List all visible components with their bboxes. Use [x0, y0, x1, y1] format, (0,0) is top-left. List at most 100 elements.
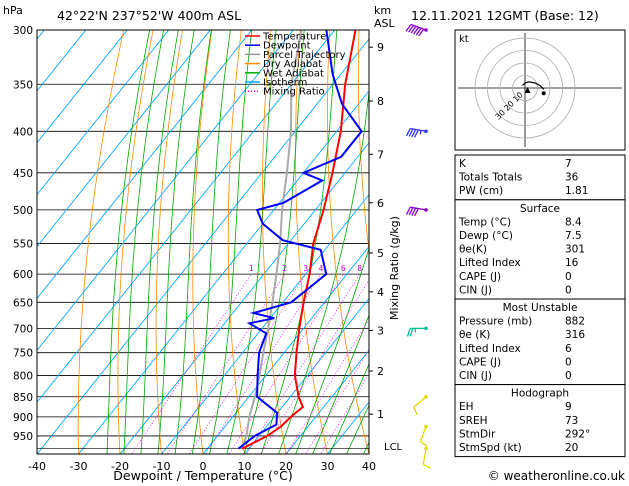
x-axis-title: Dewpoint / Temperature (°C)	[113, 468, 292, 483]
wind-barbs	[405, 23, 431, 469]
wind-barb-flag	[411, 129, 417, 138]
km-tick-label: 4	[377, 286, 384, 299]
index-label: θe(K)	[459, 244, 487, 256]
plot-frame	[36, 29, 370, 455]
wind-barb-anchor	[424, 28, 428, 32]
index-value: 292°	[565, 428, 590, 440]
temperature-tick-label: 10	[238, 460, 252, 473]
datetime-title: 12.11.2021 12GMT (Base: 12)	[411, 8, 599, 23]
isotherm-line	[37, 30, 170, 196]
index-value: 316	[565, 329, 585, 341]
index-value: 6	[565, 343, 572, 355]
index-label: StmDir	[459, 428, 496, 440]
mixing-ratio-value: 6	[341, 264, 346, 273]
isotherm-line	[37, 30, 294, 352]
index-value: 9	[565, 401, 572, 413]
pressure-tick-label: 450	[13, 168, 33, 180]
dry-adiabat-line	[192, 30, 213, 454]
pressure-tick-label: 750	[13, 348, 33, 360]
temperature-tick-label: -10	[153, 460, 171, 473]
pressure-tick-label: 850	[13, 392, 33, 404]
km-tick-label: 1	[377, 408, 384, 421]
pressure-tick-label: 900	[13, 412, 33, 424]
index-label: Lifted Index	[459, 257, 521, 269]
pressure-tick-label: 800	[13, 370, 33, 382]
wind-barb-flag	[413, 129, 419, 138]
index-label: CIN (J)	[459, 284, 492, 296]
isotherm-line	[160, 193, 369, 454]
wind-barb-staff	[422, 448, 427, 465]
index-label: K	[459, 158, 467, 170]
isotherm-line	[243, 297, 369, 454]
index-label: θe (K)	[459, 329, 490, 341]
isotherm-line	[119, 142, 369, 454]
km-tick-label: 6	[377, 197, 384, 210]
skewt-plot	[36, 29, 370, 455]
pressure-tick-label: 500	[13, 205, 33, 217]
wind-barb	[405, 127, 428, 138]
index-value: 0	[565, 271, 572, 283]
wet-adiabat-line	[106, 30, 151, 454]
mixing-ratio-line	[305, 348, 369, 454]
wind-barb-staff	[413, 396, 427, 408]
wet-adiabat-line	[346, 404, 369, 454]
dry-adiabat-line	[227, 30, 245, 454]
hodograph-ring	[499, 62, 551, 114]
wet-adiabat-line	[140, 30, 179, 454]
hodograph-ring	[512, 75, 538, 101]
wet-adiabat-line	[312, 314, 369, 454]
mixing-ratio-axis-title: Mixing Ratio (g/kg)	[388, 216, 401, 320]
index-label: EH	[459, 401, 474, 413]
wind-barb-flag	[405, 128, 411, 137]
mixing-ratio-line	[228, 273, 344, 454]
wind-barb-half-flag	[419, 130, 422, 135]
temperature-tick-label: -30	[70, 460, 88, 473]
index-label: CAPE (J)	[459, 356, 501, 368]
hodograph-frame	[454, 29, 626, 151]
km-tick-label: 9	[377, 41, 384, 54]
pressure-tick-label: 300	[13, 25, 33, 37]
section-title: Hodograph	[511, 388, 569, 400]
wet-adiabat-line	[157, 30, 195, 454]
index-value: 0	[565, 356, 572, 368]
legend-label: Dewpoint	[263, 41, 311, 52]
lcl-label: LCL	[384, 442, 403, 453]
mixing-ratio-value: 4	[319, 264, 324, 273]
pressure-tick-label: 950	[13, 431, 33, 443]
wet-adiabat-line	[295, 246, 369, 454]
dry-adiabat-line	[326, 30, 369, 454]
wet-adiabat-line	[329, 363, 369, 454]
index-value: 16	[565, 257, 579, 269]
index-value: 0	[565, 284, 572, 296]
wind-barb-flag	[422, 463, 431, 469]
isotherm-line	[37, 30, 211, 248]
index-value: 882	[565, 316, 585, 328]
temperature-tick-label: 40	[362, 460, 376, 473]
indices-box	[454, 384, 626, 458]
wind-barb-flag	[405, 24, 412, 32]
wind-barb	[405, 206, 428, 217]
km-unit-label: km	[374, 4, 391, 17]
index-label: Lifted Index	[459, 343, 521, 355]
mixing-ratio-value: 2	[282, 264, 287, 273]
temperature-tick-label: -20	[111, 460, 129, 473]
index-value: 1.81	[565, 185, 588, 197]
mixing-ratio-value: 1	[249, 264, 254, 273]
legend-label: Dry Adiabat	[263, 59, 322, 70]
dewpoint-line	[237, 30, 363, 450]
legend-label: Wet Adiabat	[263, 68, 324, 79]
skewt-profiles	[237, 30, 363, 450]
wind-barb-flag	[406, 328, 411, 337]
pressure-tick-label: 350	[13, 79, 33, 91]
wind-barb-anchor	[424, 424, 428, 429]
isotherm-line	[37, 30, 253, 300]
isotherm-line	[77, 90, 369, 454]
index-label: Totals Totals	[458, 172, 522, 184]
section-title: Most Unstable	[503, 302, 578, 314]
pressure-tick-label: 700	[13, 323, 33, 335]
index-label: SREH	[459, 415, 488, 427]
pressure-tick-label: 550	[13, 238, 33, 250]
hodograph-trace	[522, 81, 545, 90]
wind-barb-flag	[413, 208, 419, 217]
